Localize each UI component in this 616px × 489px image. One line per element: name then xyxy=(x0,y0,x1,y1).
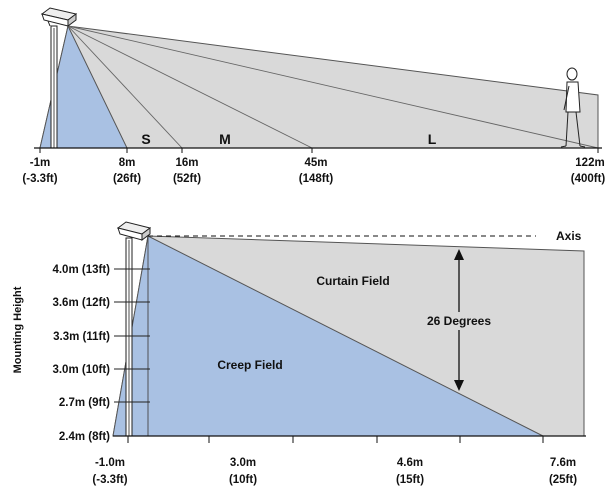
ray-s-boundary xyxy=(67,25,183,149)
top-tick-meters: -1m xyxy=(30,157,50,169)
person-icon xyxy=(560,67,586,148)
bottom-tick-feet: (25ft) xyxy=(549,474,577,486)
top-tick-meters: 122m xyxy=(575,157,604,169)
height-label: 2.4m (8ft) xyxy=(59,431,110,443)
bottom-tick-meters: 7.6m xyxy=(550,457,576,469)
zone-label-s: S xyxy=(141,131,150,147)
zone-label-m: M xyxy=(219,131,231,147)
top-tick-marks xyxy=(39,148,599,153)
top-tick-meters: 45m xyxy=(304,157,327,169)
top-tick-feet: (400ft) xyxy=(571,173,606,185)
top-detection-diagram: S M L -1m (-3.3ft) 8m (26ft) 16m (52ft) … xyxy=(22,7,605,185)
top-tick-feet: (52ft) xyxy=(173,173,201,185)
height-label: 4.0m (13ft) xyxy=(52,264,110,276)
bottom-sensor-icon xyxy=(116,221,152,241)
height-label: 2.7m (9ft) xyxy=(59,397,110,409)
bottom-tick-meters: -1.0m xyxy=(95,457,125,469)
ray-m-boundary xyxy=(67,25,313,149)
bottom-detection-diagram: Axis 4.0m (13ft) 3.6m (12ft) 3.3m (11ft)… xyxy=(12,221,586,486)
zone-label-l: L xyxy=(428,131,437,147)
top-tick-feet: (-3.3ft) xyxy=(22,173,57,185)
top-tick-feet: (148ft) xyxy=(299,173,334,185)
height-label: 3.0m (10ft) xyxy=(52,364,110,376)
bottom-tick-feet: (10ft) xyxy=(229,474,257,486)
curtain-field-label: Curtain Field xyxy=(316,274,389,288)
height-labels: 4.0m (13ft) 3.6m (12ft) 3.3m (11ft) 3.0m… xyxy=(52,264,110,443)
bottom-tick-meters: 4.6m xyxy=(397,457,423,469)
bottom-tick-labels: -1.0m (-3.3ft) 3.0m (10ft) 4.6m (15ft) 7… xyxy=(92,457,577,486)
top-gray-field xyxy=(39,25,599,149)
height-label: 3.3m (11ft) xyxy=(53,331,110,343)
top-sensor-icon xyxy=(40,7,78,27)
bottom-tick-feet: (15ft) xyxy=(396,474,424,486)
angle-label: 26 Degrees xyxy=(427,314,491,328)
bottom-tick-marks xyxy=(127,436,544,443)
ray-l-boundary xyxy=(67,25,599,149)
bottom-tick-meters: 3.0m xyxy=(230,457,256,469)
axis-label: Axis xyxy=(556,229,582,243)
height-label: 3.6m (12ft) xyxy=(52,297,110,309)
angle-label-bg xyxy=(418,312,500,330)
height-markers xyxy=(114,268,150,403)
creep-field-label: Creep Field xyxy=(217,358,282,372)
mounting-height-label: Mounting Height xyxy=(12,286,24,373)
top-tick-meters: 16m xyxy=(175,157,198,169)
top-tick-feet: (26ft) xyxy=(113,173,141,185)
bottom-tick-feet: (-3.3ft) xyxy=(92,474,127,486)
top-tick-labels: -1m (-3.3ft) 8m (26ft) 16m (52ft) 45m (1… xyxy=(22,157,605,185)
top-tick-meters: 8m xyxy=(119,157,136,169)
